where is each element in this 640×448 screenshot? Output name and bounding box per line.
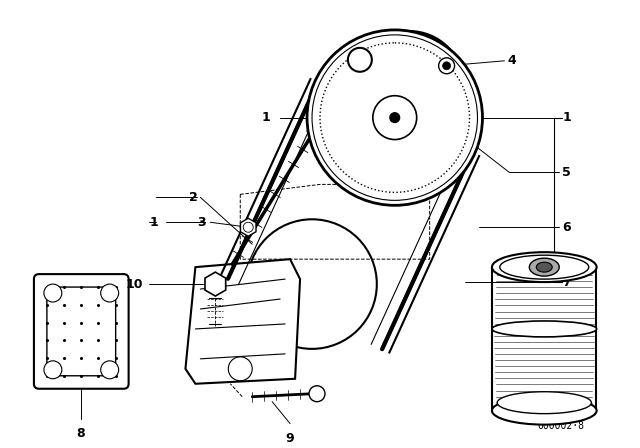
Circle shape — [44, 361, 62, 379]
Circle shape — [100, 361, 118, 379]
Circle shape — [443, 62, 451, 70]
Ellipse shape — [536, 262, 552, 272]
Polygon shape — [228, 82, 472, 349]
Polygon shape — [186, 259, 300, 384]
Ellipse shape — [497, 392, 591, 414]
Text: 1: 1 — [562, 111, 571, 124]
Polygon shape — [241, 218, 256, 236]
Ellipse shape — [529, 258, 559, 276]
Circle shape — [348, 48, 372, 72]
Ellipse shape — [247, 219, 377, 349]
Ellipse shape — [492, 397, 596, 425]
Text: 6: 6 — [562, 221, 571, 234]
Ellipse shape — [390, 112, 400, 123]
Text: 2: 2 — [189, 191, 197, 204]
Ellipse shape — [307, 30, 483, 205]
Text: 7: 7 — [562, 276, 571, 289]
Text: 4: 4 — [508, 54, 516, 67]
Ellipse shape — [492, 252, 596, 282]
Polygon shape — [492, 267, 596, 411]
Circle shape — [438, 58, 454, 74]
Text: 000002·8: 000002·8 — [537, 421, 584, 431]
Text: 9: 9 — [286, 431, 294, 444]
Polygon shape — [205, 272, 226, 296]
FancyBboxPatch shape — [34, 274, 129, 389]
Ellipse shape — [373, 96, 417, 139]
Text: 5: 5 — [562, 166, 571, 179]
Text: 3: 3 — [196, 216, 205, 229]
Circle shape — [44, 284, 62, 302]
FancyBboxPatch shape — [47, 287, 116, 376]
Circle shape — [100, 284, 118, 302]
Text: 10: 10 — [125, 278, 143, 291]
Text: 8: 8 — [76, 426, 85, 439]
Text: 1: 1 — [261, 111, 270, 124]
Ellipse shape — [500, 255, 589, 279]
Circle shape — [309, 386, 325, 402]
Ellipse shape — [355, 31, 464, 141]
Text: 1: 1 — [150, 216, 159, 229]
Ellipse shape — [492, 321, 596, 337]
